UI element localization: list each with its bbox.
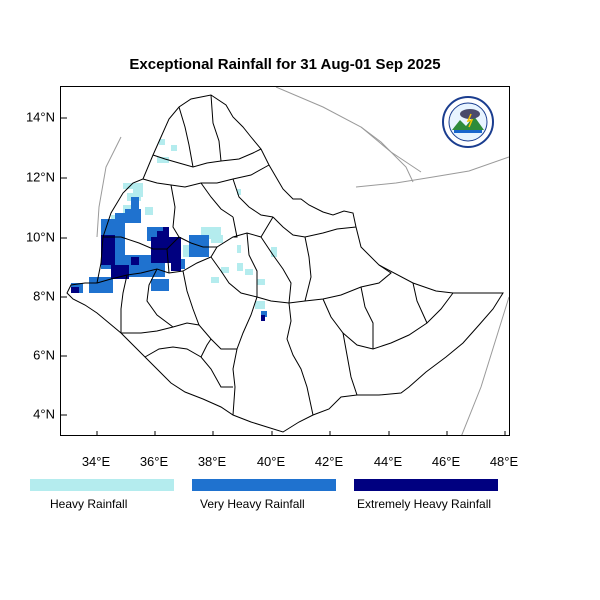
rain-cell bbox=[101, 235, 115, 265]
lat-label-4n: 4°N bbox=[33, 406, 55, 422]
rain-cell bbox=[89, 277, 113, 293]
rain-cell bbox=[171, 145, 177, 151]
rainfall-cells bbox=[71, 139, 277, 321]
lat-label-14n: 14°N bbox=[25, 109, 55, 125]
neighbor-borders bbox=[96, 87, 509, 435]
rain-cell bbox=[271, 247, 277, 257]
rain-cell bbox=[163, 227, 169, 235]
lat-label-8n: 8°N bbox=[33, 288, 55, 304]
rain-cell bbox=[261, 315, 265, 321]
rain-cell bbox=[159, 139, 165, 145]
rain-cell bbox=[237, 263, 243, 271]
lat-label-6n: 6°N bbox=[33, 347, 55, 363]
map-frame bbox=[60, 86, 510, 436]
lat-label-10n: 10°N bbox=[25, 229, 55, 245]
lon-label-40e: 40°E bbox=[256, 454, 286, 469]
rain-cell bbox=[151, 279, 169, 291]
rain-cell bbox=[211, 277, 219, 283]
rain-cell bbox=[221, 267, 229, 273]
rain-cell bbox=[211, 235, 223, 243]
legend-swatch-extremely-heavy bbox=[354, 479, 498, 491]
rain-cell bbox=[183, 245, 191, 257]
page-title: Exceptional Rainfall for 31 Aug-01 Sep 2… bbox=[129, 56, 441, 73]
rainfall-map bbox=[61, 87, 509, 435]
legend-swatch-heavy bbox=[30, 479, 174, 491]
rain-cell bbox=[133, 183, 143, 197]
lon-label-46e: 46°E bbox=[431, 454, 461, 469]
graticule-ticks bbox=[61, 117, 506, 435]
lon-label-48e: 48°E bbox=[489, 454, 519, 469]
rain-cell bbox=[255, 301, 265, 309]
rain-cell bbox=[151, 237, 181, 263]
lon-label-38e: 38°E bbox=[197, 454, 227, 469]
rain-cell bbox=[71, 287, 79, 293]
rain-cell bbox=[171, 263, 181, 271]
lon-label-42e: 42°E bbox=[314, 454, 344, 469]
lon-label-44e: 44°E bbox=[373, 454, 403, 469]
rain-cell bbox=[115, 213, 127, 223]
legend-swatch-very-heavy bbox=[192, 479, 336, 491]
lon-label-36e: 36°E bbox=[139, 454, 169, 469]
lat-label-12n: 12°N bbox=[25, 169, 55, 185]
legend-label-extremely-heavy: Extremely Heavy Rainfall bbox=[357, 497, 492, 511]
rain-cell bbox=[237, 245, 241, 253]
rain-cell bbox=[261, 311, 267, 317]
rain-cell bbox=[131, 257, 139, 265]
ethiopia-borders bbox=[66, 94, 504, 433]
rain-cell bbox=[131, 197, 139, 213]
rain-cell bbox=[157, 157, 169, 163]
rain-cell bbox=[237, 189, 241, 195]
lon-label-34e: 34°E bbox=[81, 454, 111, 469]
rain-cell bbox=[257, 279, 265, 285]
meteorology-institute-logo bbox=[440, 96, 496, 152]
rain-cell bbox=[245, 269, 253, 275]
legend-label-heavy: Heavy Rainfall bbox=[50, 497, 128, 511]
legend-label-very-heavy: Very Heavy Rainfall bbox=[200, 497, 305, 511]
rain-cell bbox=[145, 207, 153, 215]
